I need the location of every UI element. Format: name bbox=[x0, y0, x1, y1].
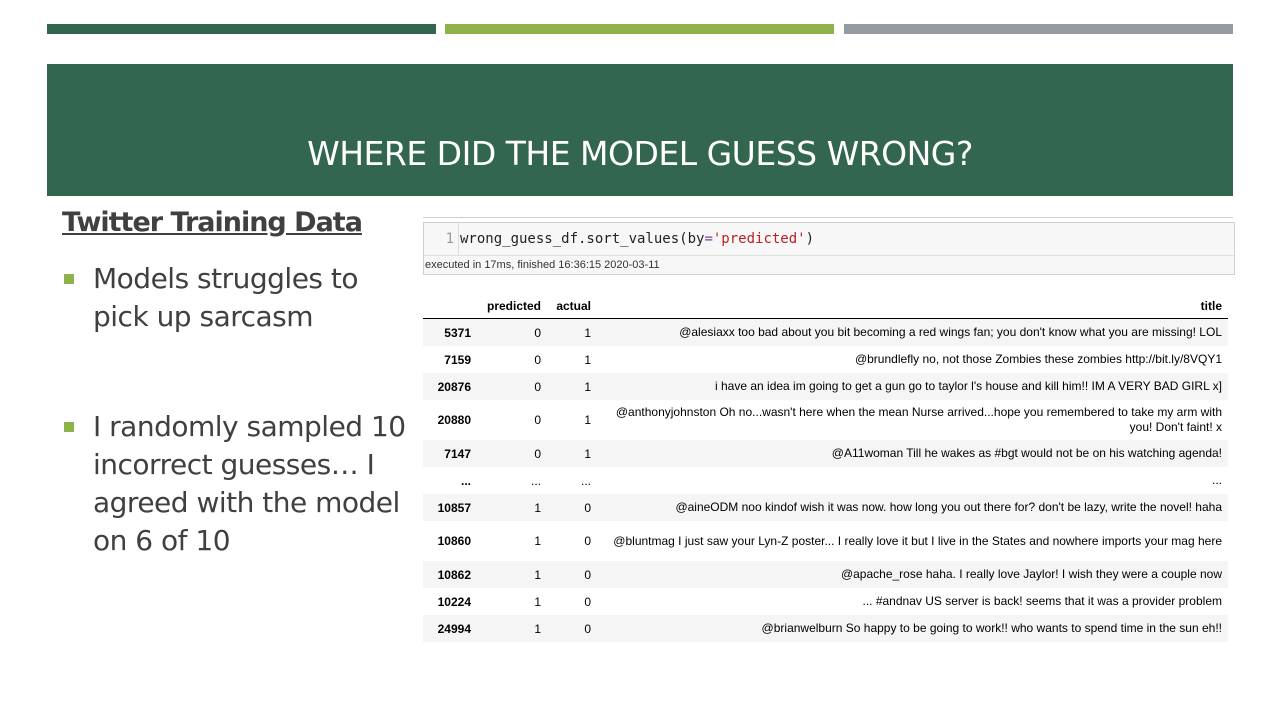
bullet-item: I randomly sampled 10 incorrect guesses…… bbox=[62, 408, 412, 560]
cell-predicted: 0 bbox=[534, 352, 541, 367]
cell-actual: 0 bbox=[584, 594, 591, 609]
accent-bar-gray bbox=[844, 24, 1233, 34]
cell-title: i have an idea im going to get a gun go … bbox=[597, 373, 1228, 400]
table-row: 7159 0 1 @brundlefly no, not those Zombi… bbox=[423, 346, 1228, 373]
cell-actual: 0 bbox=[547, 561, 597, 588]
table-row: 10224 1 0 ... #andnav US server is back!… bbox=[423, 588, 1228, 615]
table-row: 10860 1 0 @bluntmag I just saw your Lyn-… bbox=[423, 521, 1228, 561]
table-row: 5371 0 1 @alesiaxx too bad about you bit… bbox=[423, 318, 1228, 346]
table-row: 24994 1 0 @brianwelburn So happy to be g… bbox=[423, 615, 1228, 642]
cell-separator bbox=[423, 217, 1233, 218]
accent-bar-dark-green bbox=[47, 24, 436, 34]
row-index: ... bbox=[460, 473, 471, 488]
cell-actual: 1 bbox=[584, 352, 591, 367]
column-header-index bbox=[423, 293, 477, 319]
bullet-text: I randomly sampled 10 incorrect guesses…… bbox=[93, 410, 406, 557]
title-banner bbox=[47, 64, 1233, 196]
cell-title: @alesiaxx too bad about you bit becoming… bbox=[597, 318, 1228, 346]
cell-title: @aineODM noo kindof wish it was now. how… bbox=[597, 494, 1228, 521]
bullet-text: Models struggles to pick up sarcasm bbox=[93, 262, 359, 333]
code-close: ) bbox=[805, 231, 815, 247]
section-heading: Twitter Training Data bbox=[62, 207, 363, 238]
cell-actual: 1 bbox=[584, 413, 591, 427]
cell-actual: 0 bbox=[547, 615, 597, 642]
row-index: 10860 bbox=[437, 534, 471, 548]
line-number: 1 bbox=[424, 223, 459, 255]
row-index: 10224 bbox=[437, 594, 471, 609]
cell-title: ... bbox=[1211, 473, 1222, 487]
cell-predicted: 1 bbox=[477, 561, 547, 588]
cell-title: @apache_rose haha. I really love Jaylor!… bbox=[597, 561, 1228, 588]
row-index: 10857 bbox=[423, 494, 477, 521]
code-text[interactable]: wrong_guess_df.sort_values(by='predicted… bbox=[460, 223, 814, 255]
cell-predicted: 0 bbox=[477, 440, 547, 467]
bullet-square-icon bbox=[64, 422, 74, 432]
cell-predicted: 1 bbox=[534, 594, 541, 609]
code-operator: = bbox=[704, 231, 713, 247]
cell-predicted: 1 bbox=[477, 494, 547, 521]
code-string: 'predicted' bbox=[712, 231, 806, 247]
column-header-actual: actual bbox=[547, 293, 597, 319]
row-index: 5371 bbox=[423, 318, 477, 346]
cell-title: @anthonyjohnston Oh no...wasn't here whe… bbox=[615, 405, 1222, 434]
table-header-row: predicted actual title bbox=[423, 293, 1228, 319]
table-row-ellipsis: ... ... ... ... bbox=[423, 467, 1228, 494]
cell-actual: 1 bbox=[547, 440, 597, 467]
cell-predicted: 0 bbox=[477, 373, 547, 400]
row-index: 7147 bbox=[423, 440, 477, 467]
cell-actual: 1 bbox=[547, 373, 597, 400]
cell-actual: 0 bbox=[584, 534, 591, 548]
row-index: 7159 bbox=[444, 352, 471, 367]
table-row: 20880 0 1 @anthonyjohnston Oh no...wasn'… bbox=[423, 400, 1228, 440]
slide-title: WHERE DID THE MODEL GUESS WRONG? bbox=[307, 134, 973, 173]
table-row: 10862 1 0 @apache_rose haha. I really lo… bbox=[423, 561, 1228, 588]
code-line[interactable]: 1 wrong_guess_df.sort_values(by='predict… bbox=[424, 223, 1234, 256]
cell-title: ... #andnav US server is back! seems tha… bbox=[862, 594, 1223, 608]
accent-bar-light-green bbox=[445, 24, 834, 34]
row-index: 24994 bbox=[423, 615, 477, 642]
cell-actual: ... bbox=[580, 473, 591, 488]
row-index: 10862 bbox=[423, 561, 477, 588]
bullet-square-icon bbox=[64, 274, 74, 284]
row-index: 20880 bbox=[437, 413, 471, 427]
cell-title: @bluntmag I just saw your Lyn-Z poster..… bbox=[613, 533, 1222, 548]
dataframe-table: predicted actual title 5371 0 1 @alesiax… bbox=[423, 293, 1228, 642]
column-header-predicted: predicted bbox=[477, 293, 547, 319]
bullet-item: Models struggles to pick up sarcasm bbox=[62, 260, 412, 336]
notebook-code-cell[interactable]: 1 wrong_guess_df.sort_values(by='predict… bbox=[423, 222, 1235, 275]
row-index: 20876 bbox=[423, 373, 477, 400]
cell-predicted: 0 bbox=[534, 413, 541, 427]
cell-title: @brundlefly no, not those Zombies these … bbox=[854, 352, 1222, 366]
cell-title: @A11woman Till he wakes as #bgt would no… bbox=[597, 440, 1228, 467]
cell-title: @brianwelburn So happy to be going to wo… bbox=[597, 615, 1228, 642]
cell-predicted: ... bbox=[530, 473, 541, 488]
execution-info: executed in 17ms, finished 16:36:15 2020… bbox=[425, 259, 660, 271]
cell-predicted: 1 bbox=[477, 615, 547, 642]
cell-predicted: 0 bbox=[477, 318, 547, 346]
table-row: 10857 1 0 @aineODM noo kindof wish it wa… bbox=[423, 494, 1228, 521]
left-text-panel: Twitter Training Data Models struggles t… bbox=[62, 204, 412, 560]
cell-actual: 1 bbox=[547, 318, 597, 346]
cell-actual: 0 bbox=[547, 494, 597, 521]
table-row: 20876 0 1 i have an idea im going to get… bbox=[423, 373, 1228, 400]
cell-predicted: 1 bbox=[534, 534, 541, 548]
table-row: 7147 0 1 @A11woman Till he wakes as #bgt… bbox=[423, 440, 1228, 467]
code-call: wrong_guess_df.sort_values(by bbox=[460, 231, 705, 247]
column-header-title: title bbox=[597, 293, 1228, 319]
